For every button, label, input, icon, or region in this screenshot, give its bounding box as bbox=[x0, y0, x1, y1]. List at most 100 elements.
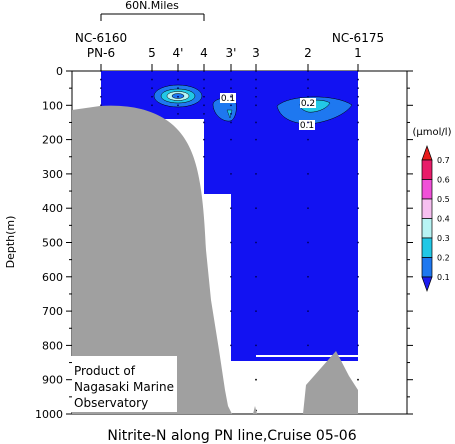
sample-point bbox=[357, 173, 359, 175]
colorbar-segment bbox=[421, 237, 433, 258]
sample-point bbox=[357, 121, 359, 124]
sample-point bbox=[357, 344, 359, 347]
y-tick-label: 600 bbox=[42, 271, 63, 284]
annotation-line-1: Product of bbox=[74, 364, 136, 378]
sample-point bbox=[255, 207, 257, 210]
sample-point bbox=[357, 138, 359, 141]
contour-label-1: 0.1 bbox=[221, 94, 235, 104]
sample-point bbox=[307, 87, 309, 90]
y-tick-label: 900 bbox=[42, 374, 63, 387]
sample-point bbox=[203, 87, 205, 90]
sample-point bbox=[255, 378, 257, 381]
sample-point bbox=[357, 104, 359, 107]
sample-point bbox=[255, 104, 257, 107]
sample-point bbox=[307, 138, 309, 141]
annotation-box bbox=[64, 356, 177, 412]
colorbar-tick-label: 0.2 bbox=[437, 254, 450, 263]
sample-point bbox=[151, 78, 153, 81]
colorbar-bottom-triangle bbox=[421, 276, 433, 293]
sample-point bbox=[203, 95, 205, 98]
sample-point bbox=[203, 104, 205, 107]
left-end-label: NC-6160 bbox=[75, 31, 127, 45]
sample-point bbox=[100, 95, 102, 98]
y-tick-label: 800 bbox=[42, 339, 63, 352]
sample-point bbox=[255, 173, 257, 175]
colorbar-tick-label: 0.7 bbox=[437, 156, 450, 165]
colorbar-tick-label: 0.6 bbox=[437, 176, 450, 185]
sample-point bbox=[357, 275, 359, 278]
y-axis-label: Depth(m) bbox=[4, 216, 17, 269]
sample-point bbox=[203, 121, 205, 124]
colorbar-tick-label: 0.1 bbox=[437, 273, 450, 282]
sample-point bbox=[230, 310, 232, 312]
station-axis: PN-6 5 4' 4 3' 3 2 1 bbox=[87, 46, 362, 71]
station-label: 3 bbox=[252, 46, 260, 60]
chart-title: Nitrite-N along PN line,Cruise 05-06 bbox=[107, 428, 356, 444]
sample-point bbox=[100, 78, 102, 81]
sample-point bbox=[357, 241, 359, 244]
sample-point bbox=[230, 241, 232, 244]
seafloor-spike bbox=[253, 406, 257, 414]
colorbar-segment bbox=[421, 198, 433, 219]
sample-point bbox=[230, 275, 232, 278]
sample-point bbox=[255, 78, 257, 81]
sample-point bbox=[357, 207, 359, 210]
colorbar-segment bbox=[421, 159, 433, 180]
sample-point bbox=[230, 138, 232, 141]
colorbar-tick-label: 0.4 bbox=[437, 215, 450, 224]
seafloor-ridge bbox=[303, 351, 358, 414]
field-gap bbox=[256, 355, 358, 357]
sample-point bbox=[357, 87, 359, 90]
sample-point bbox=[307, 310, 309, 312]
sample-point bbox=[177, 112, 179, 115]
contour-label-3: 0.1 bbox=[300, 121, 314, 131]
y-tick-label: 300 bbox=[42, 168, 63, 181]
colorbar-top-triangle bbox=[421, 144, 433, 161]
sample-point bbox=[203, 112, 205, 115]
sample-point bbox=[151, 104, 153, 107]
station-label: 4 bbox=[200, 46, 208, 60]
scale-bar: 60N.Miles bbox=[100, 0, 205, 21]
sample-point bbox=[230, 104, 232, 107]
sample-dots bbox=[100, 70, 359, 412]
colorbar: 0.7 0.6 0.5 0.4 0.3 0.2 0.1 bbox=[421, 144, 450, 293]
sample-point bbox=[357, 310, 359, 312]
station-label: 2 bbox=[304, 46, 312, 60]
station-label: 4' bbox=[173, 46, 184, 60]
y-axis: 0 100 200 300 400 500 600 700 800 900 1000 bbox=[35, 65, 413, 421]
sample-point bbox=[151, 95, 153, 98]
station-label: 5 bbox=[148, 46, 156, 60]
sample-point bbox=[100, 104, 102, 107]
sample-point bbox=[255, 310, 257, 312]
sample-point bbox=[357, 378, 359, 381]
y-tick-label: 400 bbox=[42, 202, 63, 215]
sample-point bbox=[230, 344, 232, 347]
sample-point bbox=[203, 155, 205, 158]
colorbar-segment bbox=[421, 257, 433, 278]
colorbar-unit: (μmol/l) bbox=[413, 127, 452, 138]
sample-point bbox=[230, 112, 232, 115]
colorbar-segment bbox=[421, 218, 433, 239]
sample-point bbox=[230, 121, 232, 124]
y-tick-label: 200 bbox=[42, 134, 63, 147]
contour-label-bg-3 bbox=[299, 120, 315, 130]
sample-point bbox=[177, 87, 179, 90]
sample-point bbox=[307, 275, 309, 278]
y-tick-label: 100 bbox=[42, 99, 63, 112]
y-tick-label: 700 bbox=[42, 305, 63, 318]
station-label: 3' bbox=[226, 46, 237, 60]
field-bottom-left bbox=[231, 358, 255, 361]
sample-point bbox=[307, 95, 309, 98]
sample-point bbox=[357, 95, 359, 98]
sample-point bbox=[177, 95, 179, 98]
sample-point bbox=[255, 121, 257, 124]
sample-point bbox=[307, 173, 309, 175]
colorbar-segment bbox=[421, 179, 433, 200]
sample-point bbox=[230, 207, 232, 210]
scale-bar-label: 60N.Miles bbox=[125, 0, 179, 12]
sample-point bbox=[255, 344, 257, 347]
station-label: 1 bbox=[354, 46, 362, 60]
station-label: PN-6 bbox=[87, 46, 115, 60]
sample-point bbox=[307, 104, 309, 107]
sample-point bbox=[151, 87, 153, 90]
